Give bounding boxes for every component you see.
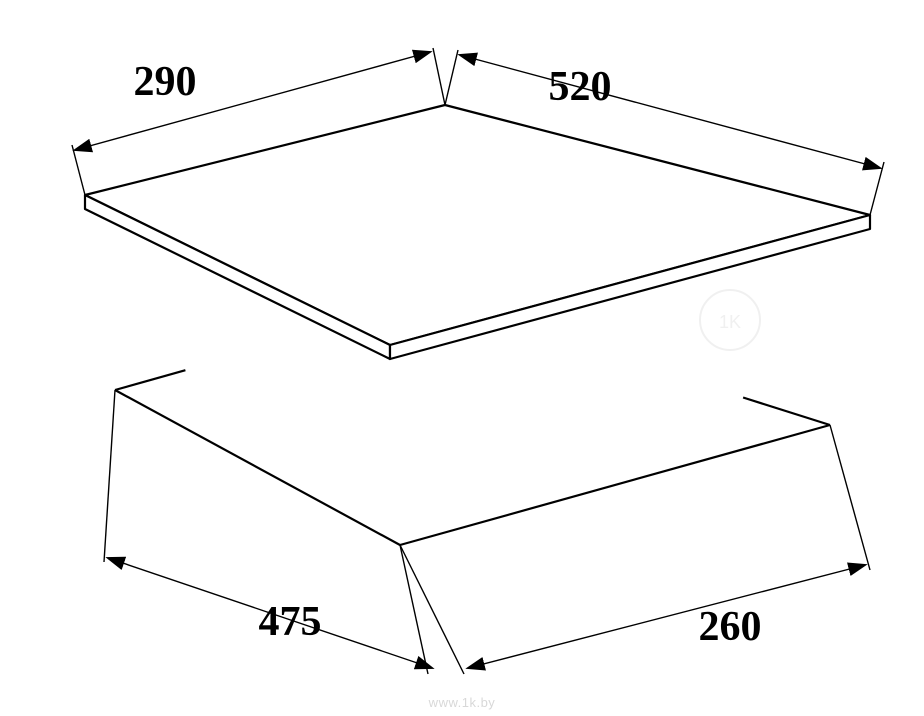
svg-text:475: 475: [259, 599, 322, 645]
svg-text:1K: 1K: [719, 312, 741, 332]
top-panel: [85, 105, 870, 359]
watermark-logo: 1K: [700, 290, 760, 350]
cutout-outline: [115, 370, 830, 545]
dimension-diagram: 290 520 475 260 1K: [0, 0, 924, 716]
svg-text:260: 260: [699, 604, 762, 650]
svg-text:520: 520: [549, 64, 612, 110]
watermark-text: www.1k.by: [429, 695, 496, 710]
svg-text:290: 290: [134, 59, 197, 105]
